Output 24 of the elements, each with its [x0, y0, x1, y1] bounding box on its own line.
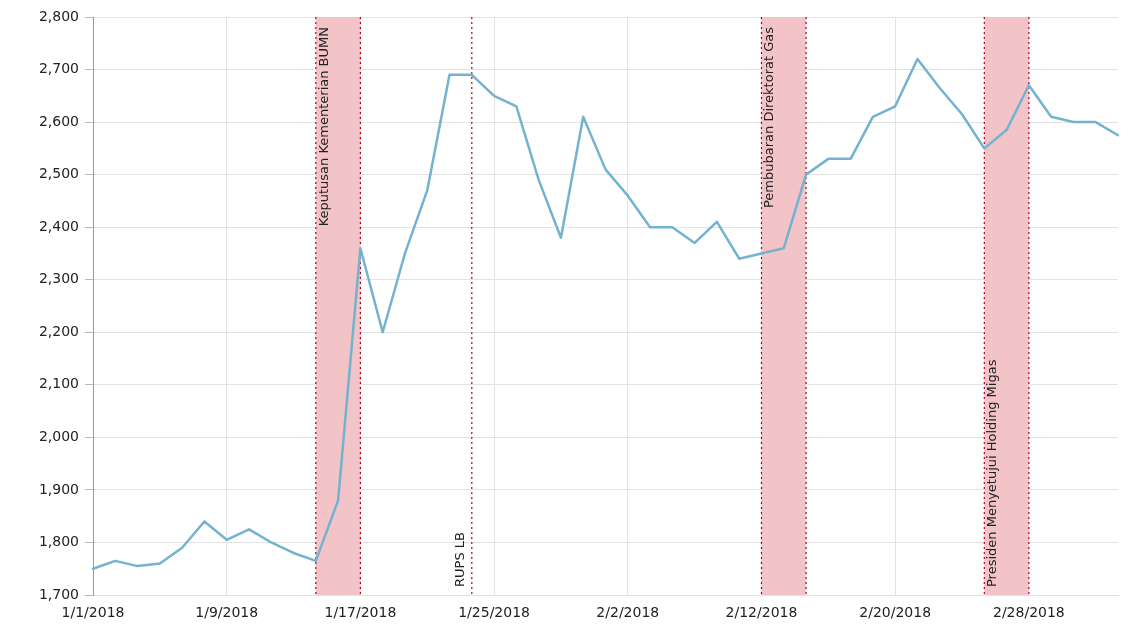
x-tick-label: 2/28/2018: [992, 604, 1065, 621]
x-tick-label: 1/9/2018: [195, 604, 259, 621]
x-tick-label: 2/12/2018: [725, 604, 798, 621]
x-tick-label: 2/2/2018: [596, 604, 660, 621]
x-tick-label: 2/20/2018: [859, 604, 932, 621]
x-tick-label: 1/1/2018: [61, 604, 125, 621]
y-tick-label: 1,700: [38, 585, 79, 602]
y-tick-label: 2,500: [38, 165, 79, 182]
y-tick-label: 2,600: [38, 112, 79, 129]
y-tick-label: 1,800: [38, 533, 79, 550]
y-tick-label: 2,200: [38, 322, 79, 339]
y-tick-label: 1,900: [38, 480, 79, 497]
x-tick-label: 1/25/2018: [458, 604, 530, 621]
annotation: Keputusan Kementerian BUMN: [315, 27, 331, 227]
annotation: RUPS LB: [451, 532, 467, 587]
x-tick-label: 1/17/2018: [324, 604, 397, 621]
y-tick-label: 2,700: [38, 60, 79, 77]
y-tick-label: 2,400: [38, 217, 79, 234]
annotation: Pembubaran Direktorat Gas: [761, 26, 777, 209]
y-tick-label: 2,300: [38, 270, 79, 287]
annotation: Presiden Menyetujui Holding Migas: [984, 359, 1000, 587]
y-tick-label: 2,100: [38, 375, 79, 392]
y-tick-label: 2,800: [38, 7, 79, 24]
y-tick-label: 2,000: [38, 428, 79, 444]
